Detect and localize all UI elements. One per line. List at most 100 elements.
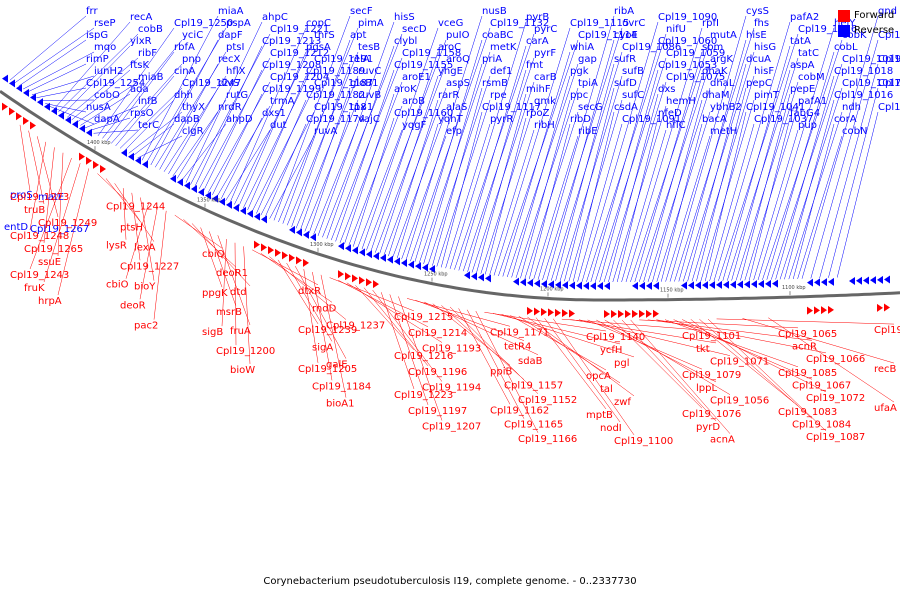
forward-gene-arrow <box>100 165 106 173</box>
label-leader <box>568 99 623 282</box>
label-leader <box>277 259 319 325</box>
gene-label-cpl19-1005: Cpl19_1005 <box>878 102 900 113</box>
gene-label-cpl19-1208: Cpl19_1208 <box>262 60 321 71</box>
tick-label: 1250 kbp <box>424 272 448 278</box>
gene-label-rutg: rutG <box>226 90 248 101</box>
gene-label-cpl19-1157: Cpl19_1157 <box>504 381 563 392</box>
gene-label-ruvc: ruvC <box>358 66 381 77</box>
label-leader <box>256 99 307 214</box>
label-leader <box>432 303 511 366</box>
gene-label-cpl19-1243: Cpl19_1243 <box>10 270 69 281</box>
label-leader <box>29 141 47 231</box>
gene-label-cpl19-1199: Cpl19_1199 <box>262 84 321 95</box>
gene-label-biow: bioW <box>230 365 255 376</box>
gene-label-gale: galE <box>326 360 348 371</box>
label-leader <box>23 51 95 90</box>
gene-label-reca: recA <box>130 12 153 23</box>
label-leader <box>234 242 237 346</box>
gene-label-fruk: fruK <box>24 283 45 294</box>
label-leader <box>131 192 141 261</box>
label-leader <box>713 21 791 282</box>
reverse-gene-arrow <box>303 230 309 239</box>
reverse-gene-arrow <box>373 252 379 261</box>
forward-gene-arrow <box>884 303 890 312</box>
label-leader <box>335 69 395 242</box>
label-leader <box>792 123 835 280</box>
gene-label-pspa: pspA <box>226 18 251 29</box>
gene-label-yhge: yhgE <box>438 66 463 77</box>
label-leader <box>45 103 87 113</box>
label-leader <box>458 308 511 405</box>
forward-gene-arrow <box>296 256 302 265</box>
gene-label-pnp: pnp <box>182 54 201 65</box>
label-leader <box>405 15 483 261</box>
label-leader <box>696 87 747 282</box>
forward-gene-arrow <box>646 309 652 318</box>
label-leader <box>278 27 359 223</box>
label-leader <box>264 123 307 218</box>
label-leader <box>58 33 139 113</box>
label-leader <box>372 289 443 382</box>
label-leader <box>344 93 395 245</box>
reverse-gene-arrow <box>478 273 484 282</box>
tick-label: 1100 kbp <box>782 285 806 291</box>
label-leader <box>639 319 799 329</box>
label-leader <box>819 63 879 279</box>
reverse-gene-arrow <box>401 259 407 268</box>
gene-label-hely: helY <box>834 18 856 29</box>
reverse-gene-arrow <box>170 174 176 183</box>
reverse-gene-arrow <box>527 278 533 287</box>
label-leader <box>119 87 183 149</box>
reverse-gene-arrow <box>51 107 57 116</box>
forward-gene-arrow <box>93 160 99 169</box>
gene-label-cora: corA <box>834 114 857 125</box>
label-leader <box>768 317 895 403</box>
forward-gene-arrow <box>653 309 659 318</box>
gene-label-cpl19-1189: Cpl19_1189 <box>306 66 365 77</box>
reverse-gene-arrow <box>366 250 372 259</box>
gene-label-cpl19-1079: Cpl19_1079 <box>682 370 741 381</box>
gene-label-cpl19-1076: Cpl19_1076 <box>682 409 741 420</box>
label-leader <box>320 274 347 398</box>
forward-gene-arrow <box>366 278 372 287</box>
gene-label-muta: mutA <box>710 30 737 41</box>
gene-label-cpl19-1088: Cpl19_1088 <box>874 325 900 336</box>
gene-label-rpfi: rpfI <box>702 18 719 29</box>
gene-label-cpl19-1196: Cpl19_1196 <box>408 367 467 378</box>
label-leader <box>216 105 271 197</box>
reverse-gene-arrow <box>576 281 582 290</box>
gene-label-dcua: dcuA <box>746 54 771 65</box>
tick-label: 1400 kbp <box>87 140 111 146</box>
gene-label-apt: apt <box>350 30 366 41</box>
gene-label-nrdr: nrdR <box>218 102 242 113</box>
reverse-gene-arrow <box>870 276 876 285</box>
label-leader <box>700 99 755 282</box>
gene-label-cpl19-1249: Cpl19_1249 <box>38 218 97 229</box>
gene-label-rsep: rseP <box>94 18 116 29</box>
gene-label-hisf: hisF <box>754 66 774 77</box>
gene-label-cpl19-1221: Cpl19_1221 <box>270 24 329 35</box>
gene-label-cpl19-1166: Cpl19_1166 <box>518 434 577 445</box>
gene-label-cpl19-1155: Cpl19_1155 <box>394 60 453 71</box>
forward-gene-arrow <box>86 156 92 165</box>
gene-label-rbfa: rbfA <box>174 42 195 53</box>
label-leader <box>303 269 319 363</box>
reverse-gene-arrow <box>772 279 778 288</box>
gene-label-cpl19-1132: Cpl19_1132 <box>490 18 549 29</box>
label-leader <box>704 111 747 282</box>
gene-label-whia: whiA <box>570 42 594 53</box>
gene-label-asps: aspS <box>446 78 470 89</box>
label-leader <box>238 51 307 207</box>
label-leader <box>784 99 835 280</box>
gene-label-cina: cinA <box>174 66 196 77</box>
label-leader <box>742 318 895 364</box>
label-leader <box>198 57 271 189</box>
gene-label-frua: fruA <box>230 326 251 337</box>
label-leader <box>370 51 439 252</box>
label-leader <box>19 124 31 192</box>
label-leader <box>183 219 237 268</box>
label-leader <box>467 69 527 272</box>
gene-label-lexa: lexA <box>134 243 156 254</box>
gene-label-cobb: cobB <box>138 24 163 35</box>
legend-label-reverse: Reverse <box>854 25 895 36</box>
